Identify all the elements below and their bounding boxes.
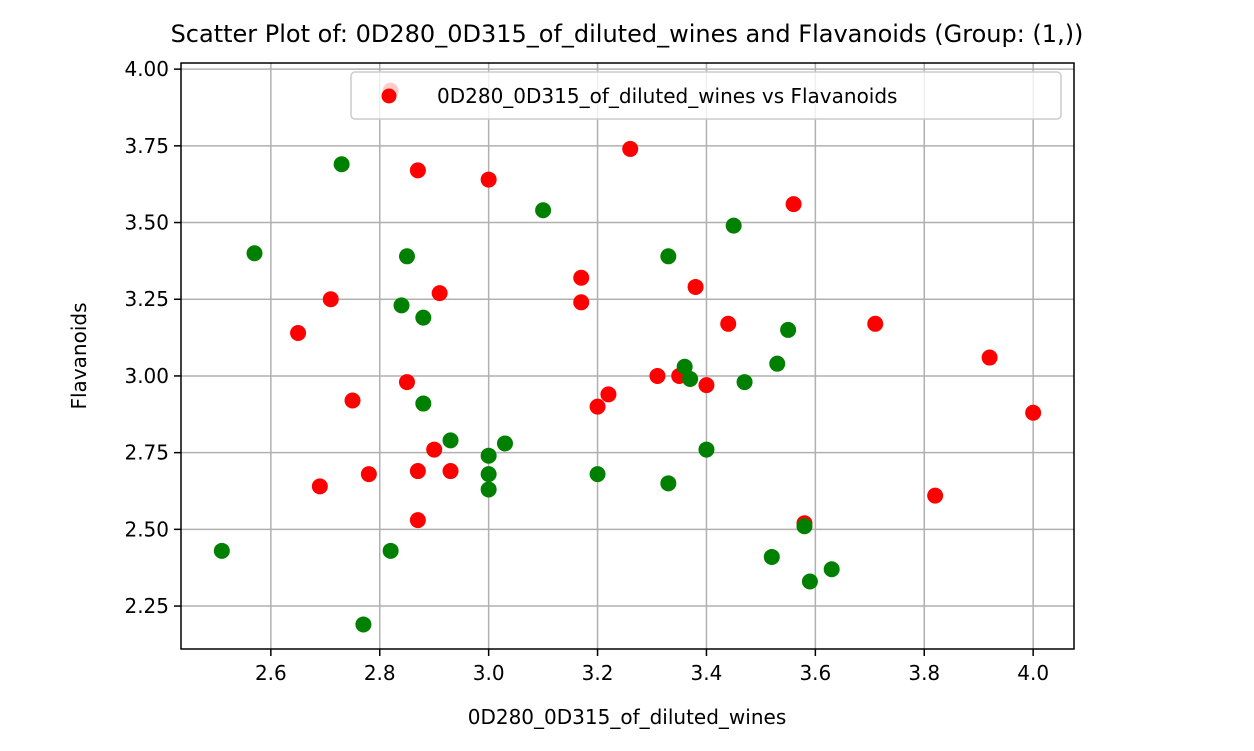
data-point: [801, 573, 818, 590]
data-point: [480, 171, 497, 188]
data-point: [442, 432, 459, 449]
data-point: [311, 478, 328, 495]
data-point: [780, 321, 797, 338]
plot-frame: [180, 62, 1075, 650]
x-axis-ticks: 2.6 2.8 3.0 3.2 3.4 3.6 3.8 4.0: [255, 649, 1049, 685]
data-point: [382, 542, 399, 559]
data-point: [355, 616, 372, 633]
data-point: [246, 245, 263, 262]
legend: 0D280_0D315_of_diluted_wines vs Flavanoi…: [350, 71, 1062, 120]
data-point: [360, 466, 377, 483]
x-tick-label: 2.8: [364, 661, 396, 685]
x-axis-label: 0D280_0D315_of_diluted_wines: [468, 705, 787, 729]
data-point: [698, 377, 715, 394]
y-tick-label: 3.00: [124, 364, 169, 388]
x-tick-label: 4.0: [1017, 661, 1049, 685]
data-point: [573, 269, 590, 286]
data-point: [398, 248, 415, 265]
data-point: [589, 398, 606, 415]
x-tick-label: 2.6: [255, 661, 287, 685]
data-point: [927, 487, 944, 504]
data-point: [720, 315, 737, 332]
data-point: [333, 156, 350, 173]
y-tick-label: 2.50: [124, 517, 169, 541]
data-point: [442, 463, 459, 480]
data-point: [480, 481, 497, 498]
data-points: [213, 82, 1042, 633]
y-tick-label: 3.50: [124, 211, 169, 235]
data-point: [426, 441, 443, 458]
data-point: [290, 324, 307, 341]
data-point: [431, 285, 448, 302]
data-point: [409, 463, 426, 480]
data-point: [213, 542, 230, 559]
y-tick-label: 3.75: [124, 134, 169, 158]
x-tick-label: 3.6: [799, 661, 831, 685]
data-point: [785, 196, 802, 213]
x-tick-label: 3.2: [582, 661, 614, 685]
y-axis-label: Flavanoids: [67, 303, 91, 410]
data-point: [589, 466, 606, 483]
data-point: [622, 140, 639, 157]
data-point: [660, 248, 677, 265]
legend-label: 0D280_0D315_of_diluted_wines vs Flavanoi…: [437, 84, 897, 108]
grid-lines: [181, 63, 1074, 649]
data-point: [480, 466, 497, 483]
data-point: [496, 435, 513, 452]
data-point: [649, 367, 666, 384]
data-point: [823, 561, 840, 578]
data-point: [682, 371, 699, 388]
chart-title: Scatter Plot of: 0D280_0D315_of_diluted_…: [171, 20, 1084, 48]
legend-box: [350, 71, 1062, 120]
data-point: [1025, 404, 1042, 421]
y-axis-ticks: 2.25 2.50 2.75 3.00 3.25 3.50 3.75 4.00: [124, 57, 181, 618]
data-point: [344, 392, 361, 409]
data-point: [676, 358, 693, 375]
data-point: [981, 349, 998, 366]
data-point: [769, 355, 786, 372]
data-point: [322, 291, 339, 308]
data-point: [409, 512, 426, 529]
data-point: [660, 475, 677, 492]
y-tick-label: 2.75: [124, 441, 169, 465]
data-point: [600, 386, 617, 403]
data-point: [698, 441, 715, 458]
y-tick-label: 2.25: [124, 594, 169, 618]
data-point: [573, 294, 590, 311]
data-point: [687, 278, 704, 295]
data-point: [725, 217, 742, 234]
y-tick-label: 3.25: [124, 287, 169, 311]
data-point: [480, 447, 497, 464]
data-point: [415, 395, 432, 412]
x-tick-label: 3.4: [691, 661, 723, 685]
data-point: [763, 548, 780, 565]
data-point: [415, 309, 432, 326]
data-point: [867, 315, 884, 332]
data-point: [393, 297, 410, 314]
data-point: [535, 202, 552, 219]
data-point: [398, 374, 415, 391]
legend-marker: [381, 88, 397, 104]
data-point: [409, 162, 426, 179]
data-point: [796, 518, 813, 535]
x-tick-label: 3.8: [908, 661, 940, 685]
y-tick-label: 4.00: [124, 57, 169, 81]
data-point: [736, 374, 753, 391]
x-tick-label: 3.0: [473, 661, 505, 685]
